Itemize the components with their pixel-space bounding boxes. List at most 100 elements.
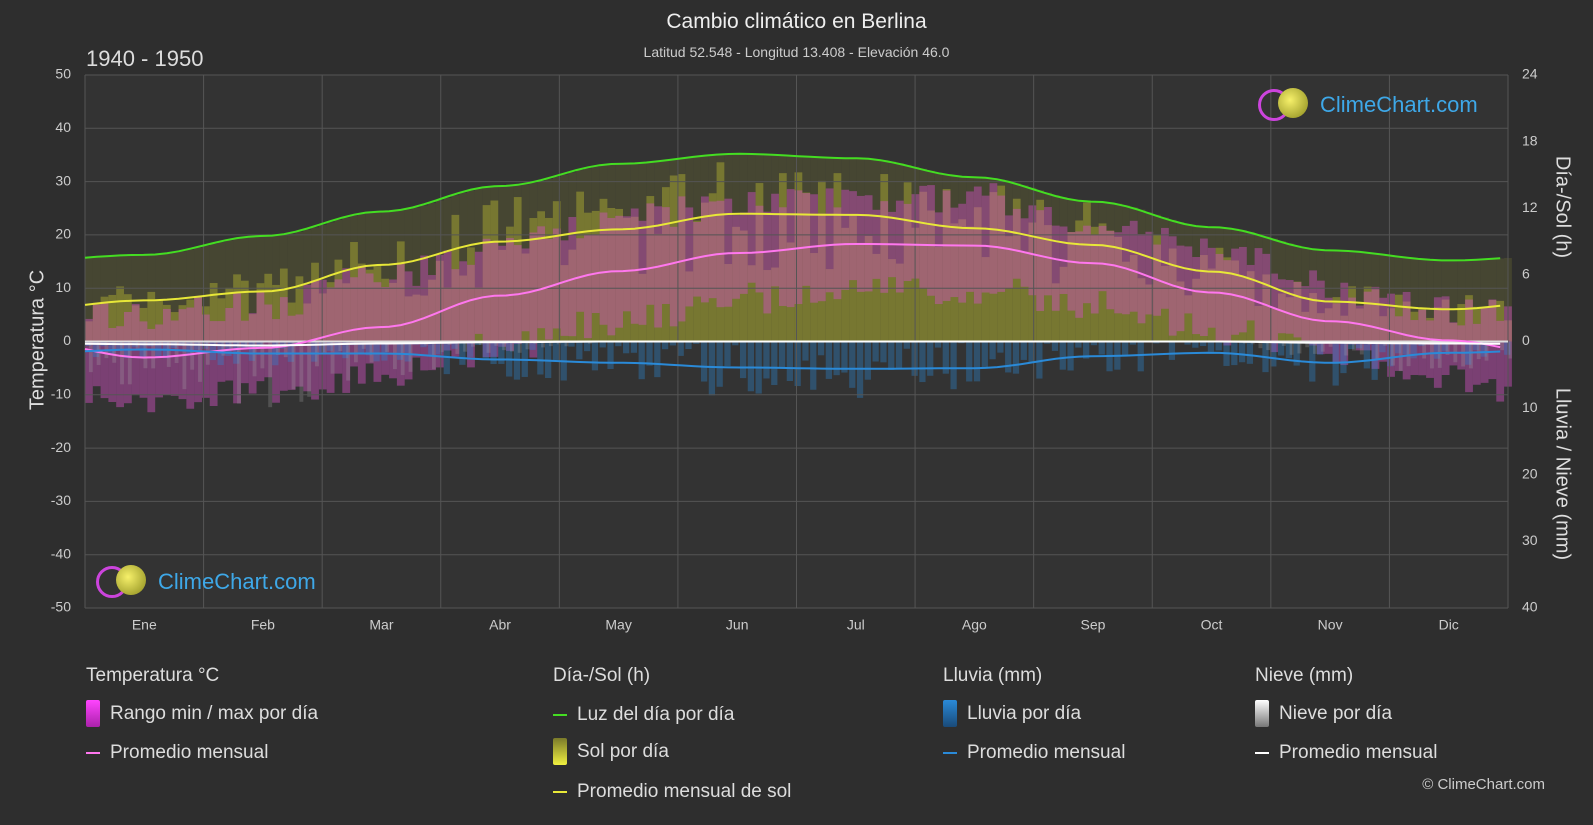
temp-range-bar (1192, 257, 1201, 335)
logo-bottom[interactable]: ClimeChart.com (96, 565, 316, 599)
daylight-bar (1340, 250, 1349, 342)
temp-range-bar (1309, 270, 1317, 346)
sun-bar (794, 172, 803, 342)
rain-bar (1075, 341, 1082, 348)
temp-range-bar (326, 287, 335, 393)
legend-snow-avg-label: Promedio mensual (1279, 742, 1438, 763)
sun-bar (771, 267, 779, 342)
sun-bar (888, 259, 896, 342)
y-right-bottom-tick-label: 10 (1522, 399, 1538, 415)
rain-bar (365, 341, 372, 356)
snow-bar (385, 341, 390, 352)
temp-range-bar (545, 238, 553, 340)
sun-bar (521, 253, 530, 342)
sun-bar (389, 282, 397, 342)
sun-bar (1316, 313, 1325, 342)
snow-bar (159, 341, 163, 345)
sun-bar (264, 273, 273, 342)
rain-bar (1036, 341, 1043, 379)
sun-bar (903, 182, 912, 342)
daylight-bar (318, 224, 327, 342)
snow-bar (88, 341, 93, 373)
temp-range-bar (1488, 299, 1497, 380)
temp-range-bar (1005, 215, 1013, 289)
rain-bar (1168, 341, 1176, 360)
snow-bar (470, 341, 475, 347)
snow-bar (1281, 341, 1286, 346)
sun-bar (685, 271, 694, 342)
sun-bar (108, 294, 117, 342)
temp-range-bar (1051, 225, 1060, 311)
daylight-bar (1379, 254, 1388, 342)
temp-range-bar (1426, 320, 1434, 378)
temp-range-bar (201, 314, 210, 398)
temp-range-bar (849, 191, 857, 281)
sun-bar (1465, 295, 1473, 342)
daylight-bar (1137, 209, 1146, 342)
temp-range-bar (381, 287, 390, 375)
rain-bar (872, 341, 879, 362)
temp-range-bar (895, 200, 904, 293)
daylight-bar (459, 192, 468, 342)
daylight-bar (342, 217, 351, 342)
sun-bar (1231, 260, 1239, 342)
daylight-bar (872, 159, 881, 342)
snow-bar (322, 341, 327, 355)
temp-range-bar (474, 251, 483, 334)
daylight-bar (170, 252, 179, 342)
sun-bar (895, 263, 904, 342)
snow-bar (283, 341, 288, 358)
daylight-bar (1270, 238, 1278, 342)
rain-bar (654, 341, 661, 378)
rain-bar (186, 341, 193, 355)
sun-bar (201, 306, 210, 342)
sun-bar (1238, 276, 1247, 342)
temp-range-bar (1129, 220, 1138, 312)
snow-bar (1305, 341, 1310, 348)
sun-bar (233, 274, 241, 342)
rain-bar (1200, 341, 1207, 347)
sun-bar (552, 201, 561, 342)
rain-bar (1005, 341, 1012, 373)
snow-bar (260, 341, 265, 369)
rain-bar (357, 341, 365, 355)
rain-bar (1083, 341, 1090, 359)
snow-bar (502, 341, 507, 351)
daylight-bar (428, 203, 436, 342)
snow-bar (174, 341, 179, 364)
logo-top[interactable]: ClimeChart.com (1258, 88, 1478, 122)
grid-layer (84, 74, 1509, 609)
sun-bar (934, 246, 943, 342)
temp-range-bar (428, 275, 436, 371)
logo-text: ClimeChart.com (1320, 92, 1478, 117)
snow-bar (1461, 341, 1466, 367)
sun-bar (1083, 202, 1091, 342)
sun-bar (607, 207, 616, 342)
temp-range-bar (685, 207, 694, 307)
snow-bar (1500, 341, 1505, 351)
sun-bar (1122, 261, 1130, 342)
rain-bar (997, 341, 1004, 353)
snow-bar (1352, 341, 1356, 351)
rain-bar (973, 341, 981, 382)
sun-bar (428, 279, 436, 342)
rain-bar (1394, 341, 1402, 354)
rain-bar (825, 341, 832, 379)
temp-range-bar (1223, 260, 1232, 346)
sun-bar (1106, 230, 1115, 342)
temp-range-bar (708, 201, 717, 299)
temp-range-bar (950, 207, 959, 298)
temp-range-bar (763, 211, 772, 314)
temp-range-bar (903, 203, 912, 281)
rain-bar (778, 341, 786, 369)
sun-bar (677, 174, 686, 342)
y-left-tick-label: 50 (55, 66, 71, 82)
rain-bar (849, 341, 856, 388)
x-month-tick-label: Feb (251, 617, 275, 633)
snow-avg-line (84, 340, 1501, 347)
daylight-bar (1301, 247, 1310, 342)
temp-range-bar (108, 327, 117, 402)
sun-bar (1387, 308, 1395, 342)
rain-bar (467, 341, 474, 357)
snow-bar (1445, 341, 1450, 355)
